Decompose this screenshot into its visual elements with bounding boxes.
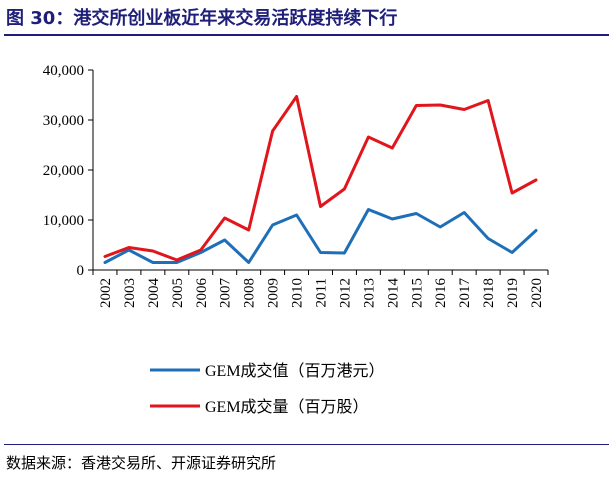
x-tick-label: 2003 bbox=[122, 278, 138, 308]
x-tick-label: 2008 bbox=[242, 278, 258, 308]
series-line-gem-value bbox=[103, 208, 538, 264]
x-tick-label: 2012 bbox=[337, 278, 353, 308]
source-divider bbox=[4, 444, 609, 445]
x-tick-label: 2013 bbox=[361, 278, 377, 308]
y-tick-label: 40,000 bbox=[43, 63, 84, 79]
x-tick-label: 2020 bbox=[529, 278, 545, 308]
y-tick-label: 10,000 bbox=[43, 213, 84, 229]
line-chart: 0 10,000 20,000 30,000 40,000 2002 2003 2004 200… bbox=[43, 63, 549, 416]
chart-series bbox=[103, 95, 538, 264]
x-tick-label: 2010 bbox=[290, 278, 306, 308]
chart-axes: 0 10,000 20,000 30,000 40,000 2002 2003 2004 200… bbox=[43, 63, 549, 309]
x-tick-label: 2016 bbox=[433, 278, 449, 309]
y-tick-label: 0 bbox=[77, 263, 85, 279]
title-divider bbox=[4, 34, 609, 36]
x-tick-label: 2002 bbox=[98, 278, 114, 308]
x-tick-label: 2018 bbox=[481, 278, 497, 308]
x-tick-label: 2011 bbox=[314, 278, 330, 307]
x-tick-label: 2017 bbox=[457, 278, 473, 309]
legend-label-gem-value: GEM成交值（百万港元） bbox=[205, 362, 385, 380]
x-tick-label: 2019 bbox=[505, 278, 521, 308]
y-tick-label: 30,000 bbox=[43, 113, 84, 129]
legend-label-gem-volume: GEM成交量（百万股） bbox=[205, 398, 369, 416]
x-tick-label: 2015 bbox=[409, 278, 425, 308]
x-tick-label: 2007 bbox=[218, 278, 234, 309]
y-tick-label: 20,000 bbox=[43, 163, 84, 179]
x-tick-label: 2006 bbox=[194, 278, 210, 309]
x-tick-label: 2009 bbox=[266, 278, 282, 308]
x-tick-label: 2014 bbox=[385, 278, 401, 309]
x-tick-label: 2004 bbox=[146, 278, 162, 309]
data-source-note: 数据来源：香港交易所、开源证券研究所 bbox=[6, 454, 277, 472]
chart-legend: GEM成交值（百万港元） GEM成交量（百万股） bbox=[150, 362, 385, 416]
x-tick-label: 2005 bbox=[170, 278, 186, 308]
series-line-gem-volume bbox=[103, 95, 538, 262]
figure-title: 图 30：港交所创业板近年来交易活跃度持续下行 bbox=[6, 8, 398, 29]
